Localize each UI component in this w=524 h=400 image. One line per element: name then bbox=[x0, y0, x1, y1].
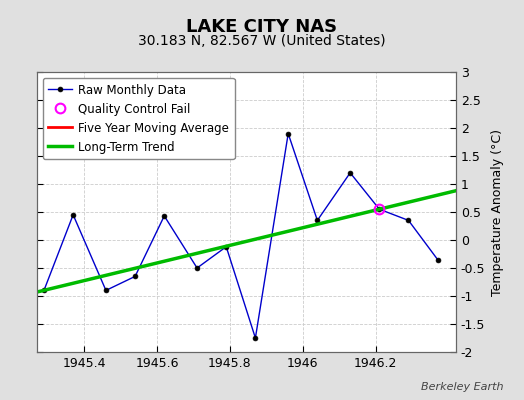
Raw Monthly Data bbox=[376, 207, 383, 212]
Text: LAKE CITY NAS: LAKE CITY NAS bbox=[187, 18, 337, 36]
Raw Monthly Data bbox=[223, 244, 230, 249]
Raw Monthly Data bbox=[132, 274, 138, 279]
Raw Monthly Data bbox=[103, 288, 109, 293]
Raw Monthly Data bbox=[314, 218, 321, 223]
Raw Monthly Data bbox=[347, 170, 353, 175]
Legend: Raw Monthly Data, Quality Control Fail, Five Year Moving Average, Long-Term Tren: Raw Monthly Data, Quality Control Fail, … bbox=[42, 78, 235, 160]
Raw Monthly Data bbox=[70, 212, 77, 217]
Raw Monthly Data bbox=[434, 257, 441, 262]
Raw Monthly Data bbox=[194, 266, 200, 270]
Raw Monthly Data bbox=[161, 214, 167, 218]
Line: Raw Monthly Data: Raw Monthly Data bbox=[41, 131, 440, 340]
Raw Monthly Data bbox=[41, 288, 47, 293]
Raw Monthly Data bbox=[406, 218, 412, 223]
Raw Monthly Data bbox=[252, 336, 258, 340]
Raw Monthly Data bbox=[285, 131, 291, 136]
Y-axis label: Temperature Anomaly (°C): Temperature Anomaly (°C) bbox=[491, 128, 504, 296]
Text: 30.183 N, 82.567 W (United States): 30.183 N, 82.567 W (United States) bbox=[138, 34, 386, 48]
Text: Berkeley Earth: Berkeley Earth bbox=[421, 382, 503, 392]
